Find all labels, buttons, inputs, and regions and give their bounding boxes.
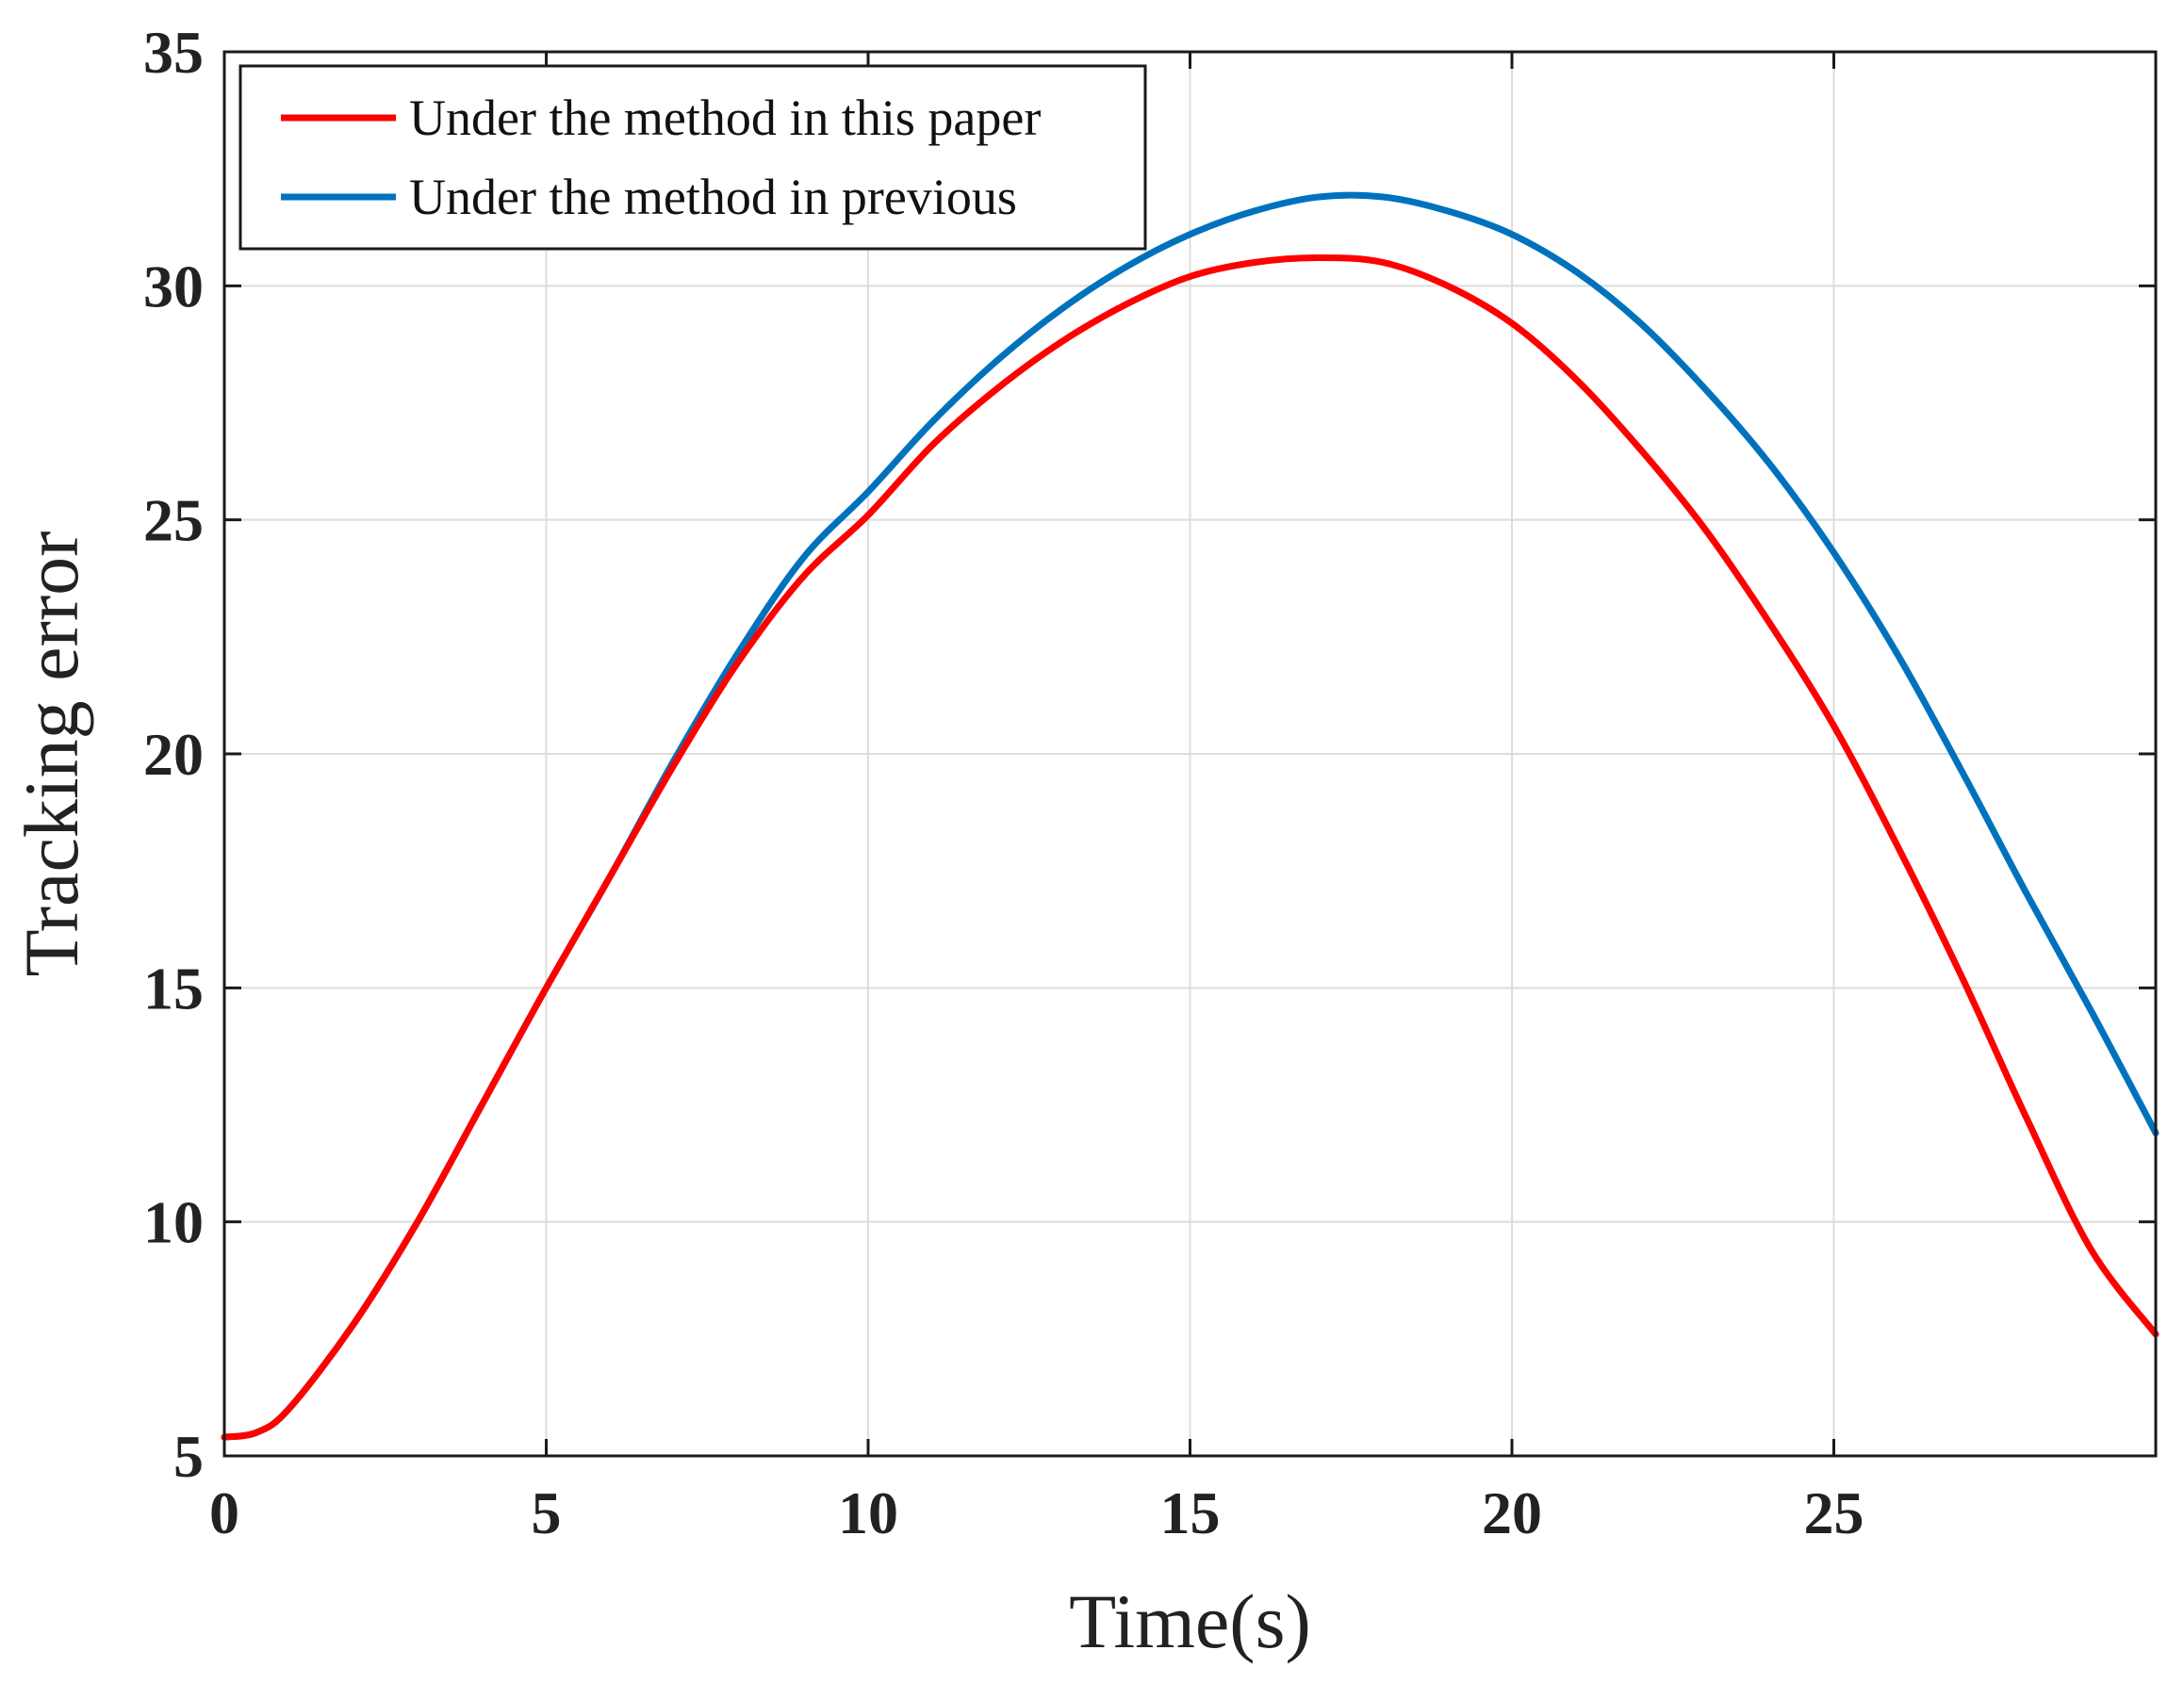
y-tick-label: 10 — [143, 1189, 204, 1256]
y-axis-label: Tracking error — [8, 531, 94, 977]
y-tick-label: 5 — [173, 1423, 204, 1490]
legend: Under the method in this paper Under the… — [238, 64, 1147, 251]
legend-box — [238, 64, 1147, 251]
x-tick-label: 5 — [532, 1479, 562, 1546]
legend-label-series-2: Under the method in previous — [409, 169, 1017, 225]
y-tick-label: 15 — [143, 955, 204, 1021]
y-tick-label: 30 — [143, 253, 204, 319]
x-tick-label: 20 — [1482, 1479, 1542, 1546]
x-tick-label: 15 — [1160, 1479, 1221, 1546]
series-lines — [221, 191, 2159, 1441]
legend-label-series-1: Under the method in this paper — [409, 90, 1041, 146]
x-tick-label: 0 — [209, 1479, 239, 1546]
grid — [224, 52, 2156, 1456]
series-line-1 — [221, 254, 2159, 1441]
y-tick-label: 35 — [143, 19, 204, 86]
x-axis-label: Time(s) — [1069, 1578, 1311, 1664]
y-tick-label: 25 — [143, 487, 204, 554]
y-tick-label: 20 — [143, 721, 204, 788]
x-tick-label: 10 — [838, 1479, 898, 1546]
x-tick-label: 25 — [1804, 1479, 1864, 1546]
